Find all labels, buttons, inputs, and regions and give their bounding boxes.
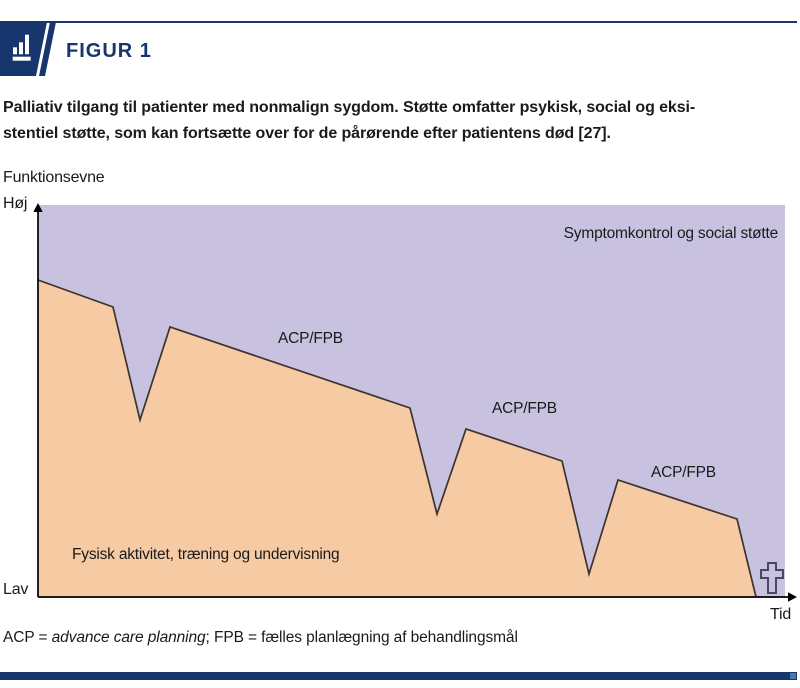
top-rule <box>0 21 797 23</box>
footnote-prefix: ACP = <box>3 629 52 646</box>
y-axis-low-label: Lav <box>3 581 29 598</box>
y-axis-title: Funktionsevne <box>3 169 105 186</box>
caption-line-1: Palliativ tilgang til patienter med nonm… <box>3 99 696 116</box>
death-cross-icon <box>760 562 784 594</box>
y-axis-arrow-icon <box>33 203 43 212</box>
y-axis-high-label: Høj <box>3 195 28 212</box>
figure-label: FIGUR 1 <box>66 40 152 62</box>
figure-caption: Palliativ tilgang til patienter med nonm… <box>3 95 695 147</box>
x-axis-label: Tid <box>770 606 792 623</box>
footnote-italic: advance care planning <box>51 629 206 646</box>
caption-line-2: stentiel støtte, som kan fortsætte over … <box>3 125 611 142</box>
x-axis-arrow-icon <box>788 592 797 602</box>
footnote-suffix: ; FPB = fælles planlægning af behandling… <box>205 629 518 646</box>
badge-shape <box>0 22 47 76</box>
bottom-bar <box>0 672 797 680</box>
bar-accent <box>790 673 796 679</box>
upper-area-label: Symptomkontrol og social støtte <box>563 225 779 242</box>
function-area <box>38 280 756 597</box>
footnote: ACP = advance care planning; FPB = fælle… <box>3 629 518 647</box>
lower-area-label: Fysisk aktivitet, træning og undervisnin… <box>72 546 340 563</box>
figure-badge <box>0 22 56 76</box>
acp-fpb-label-1: ACP/FPB <box>278 330 343 347</box>
badge-stripe <box>39 22 56 76</box>
function-curve <box>37 279 757 598</box>
acp-fpb-label-2: ACP/FPB <box>492 400 557 417</box>
acp-fpb-label-3: ACP/FPB <box>651 464 716 481</box>
bar-chart-icon <box>12 34 31 61</box>
